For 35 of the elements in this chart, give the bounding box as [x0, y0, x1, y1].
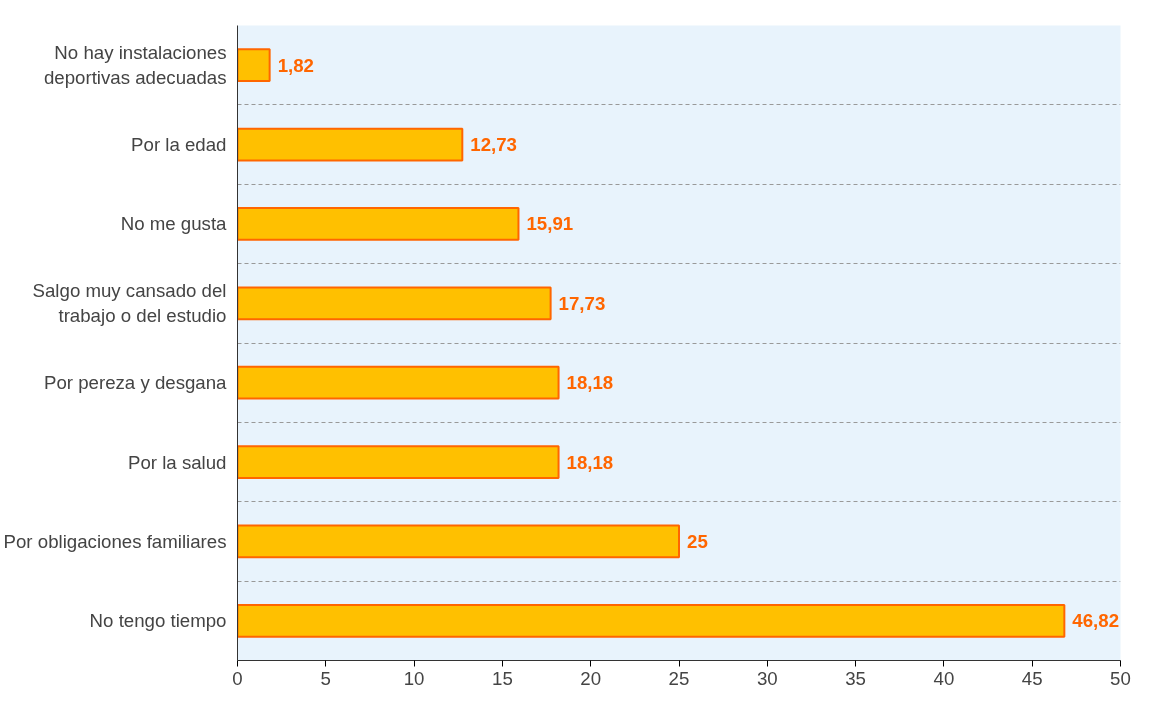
bar	[237, 127, 464, 162]
y-tick-label: Por obligaciones familiares	[3, 530, 227, 552]
data-label: 18,18	[566, 451, 614, 473]
bar	[237, 286, 552, 321]
data-label: 25	[687, 530, 708, 552]
data-label: 12,73	[470, 134, 517, 156]
y-tick-label: Por pereza y desgana	[43, 372, 228, 394]
y-tick-label: No me gusta	[120, 213, 228, 235]
y-tick-label: Salgo muy cansado del trabajo o del estudio	[32, 280, 227, 327]
bar	[237, 445, 560, 479]
data-label: 15,91	[526, 213, 574, 235]
x-tick-label: 0	[232, 667, 243, 689]
data-label: 18,18	[566, 372, 614, 394]
x-tick-label: 50	[1110, 667, 1131, 689]
x-tick-label: 30	[756, 667, 778, 689]
data-label: 46,82	[1072, 610, 1120, 632]
y-tick-label: No tengo tiempo	[89, 610, 227, 632]
bar	[237, 48, 271, 83]
bar	[237, 524, 680, 559]
bar	[237, 207, 520, 241]
y-tick-label: Por la edad	[131, 134, 227, 156]
x-tick-label: 40	[933, 667, 955, 689]
x-tick-label: 25	[668, 667, 690, 689]
x-tick-label: 15	[492, 667, 513, 689]
x-tick-label: 35	[845, 667, 866, 689]
y-tick-label: No hay instalaciones deportivas adecuadas	[43, 42, 227, 89]
data-label: 17,73	[558, 292, 606, 314]
x-tick-label: 45	[1021, 667, 1043, 689]
data-label: 1,82	[277, 54, 314, 76]
y-tick-label: Por la salud	[127, 451, 227, 473]
bar	[237, 365, 560, 400]
x-tick-label: 20	[580, 667, 602, 689]
x-tick-label: 5	[320, 667, 331, 689]
x-tick-label: 10	[403, 667, 425, 689]
bar	[237, 603, 1066, 638]
